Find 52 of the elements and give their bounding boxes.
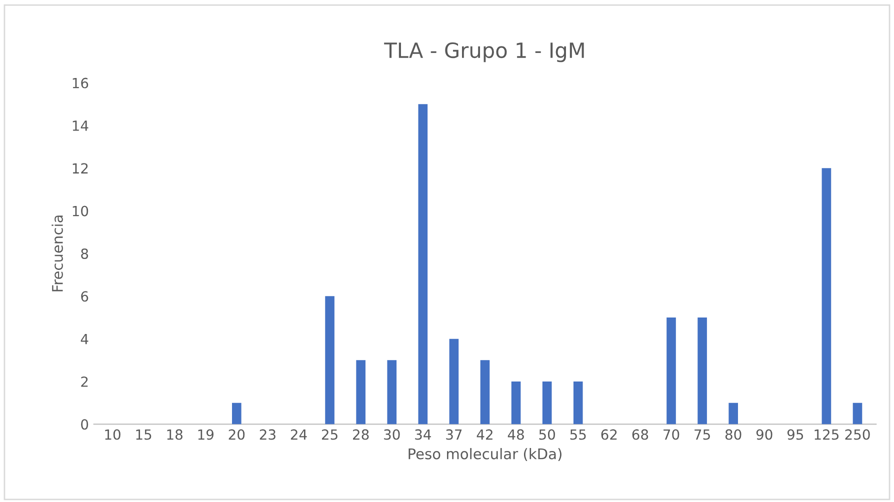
bar <box>449 338 459 424</box>
x-tick-label: 34 <box>415 429 431 440</box>
x-tick-label: 23 <box>260 429 276 440</box>
bar <box>511 382 521 424</box>
x-tick-label: 19 <box>198 429 214 440</box>
bar <box>356 360 366 424</box>
y-tick-label: 12 <box>72 163 88 174</box>
x-axis-title: Peso molecular (kDa) <box>408 448 562 462</box>
bar <box>852 402 862 424</box>
x-tick-label: 18 <box>167 429 182 440</box>
bar <box>232 402 242 424</box>
y-tick-label: 8 <box>81 248 88 259</box>
x-tick-label: 62 <box>601 429 617 440</box>
bar <box>325 296 334 424</box>
x-tick-label: 68 <box>632 429 648 440</box>
y-axis-title: Frecuencia <box>52 216 63 292</box>
x-tick-label: 30 <box>384 429 400 440</box>
bar <box>418 104 428 424</box>
x-tick-label: 95 <box>787 429 804 440</box>
x-tick-label: 75 <box>694 429 710 440</box>
y-tick-label: 4 <box>80 334 88 344</box>
x-tick-label: 20 <box>228 429 245 440</box>
x-tick-label: 15 <box>136 429 152 440</box>
x-tick-label: 50 <box>539 429 555 440</box>
bar <box>822 168 832 424</box>
x-tick-label: 42 <box>476 429 492 440</box>
x-tick-label: 24 <box>290 429 307 440</box>
bar <box>728 402 738 424</box>
x-tick-label: 90 <box>756 429 772 440</box>
x-tick-label: 48 <box>508 429 524 440</box>
y-tick-label: 10 <box>72 206 88 216</box>
bar <box>573 382 583 424</box>
bar <box>542 382 552 424</box>
x-tick-label: 28 <box>353 429 369 440</box>
x-tick-label: 55 <box>570 429 586 440</box>
x-tick-label: 125 <box>814 429 838 440</box>
x-tick-label: 70 <box>664 429 680 440</box>
bar <box>387 360 397 424</box>
x-tick-label: 250 <box>845 429 870 440</box>
x-tick-label: 80 <box>725 429 742 440</box>
x-tick-label: 37 <box>446 429 462 440</box>
x-tick-label: 25 <box>322 429 338 440</box>
y-tick-label: 6 <box>81 291 88 302</box>
y-tick-label: 0 <box>81 419 88 430</box>
y-tick-label: 16 <box>72 78 88 88</box>
bar <box>666 318 676 424</box>
y-tick-label: 14 <box>72 120 88 131</box>
bar <box>480 360 490 424</box>
chart-title: TLA - Grupo 1 - IgM <box>384 42 584 62</box>
bar <box>698 318 707 424</box>
y-tick-label: 2 <box>81 376 88 387</box>
x-tick-label: 10 <box>105 429 120 440</box>
